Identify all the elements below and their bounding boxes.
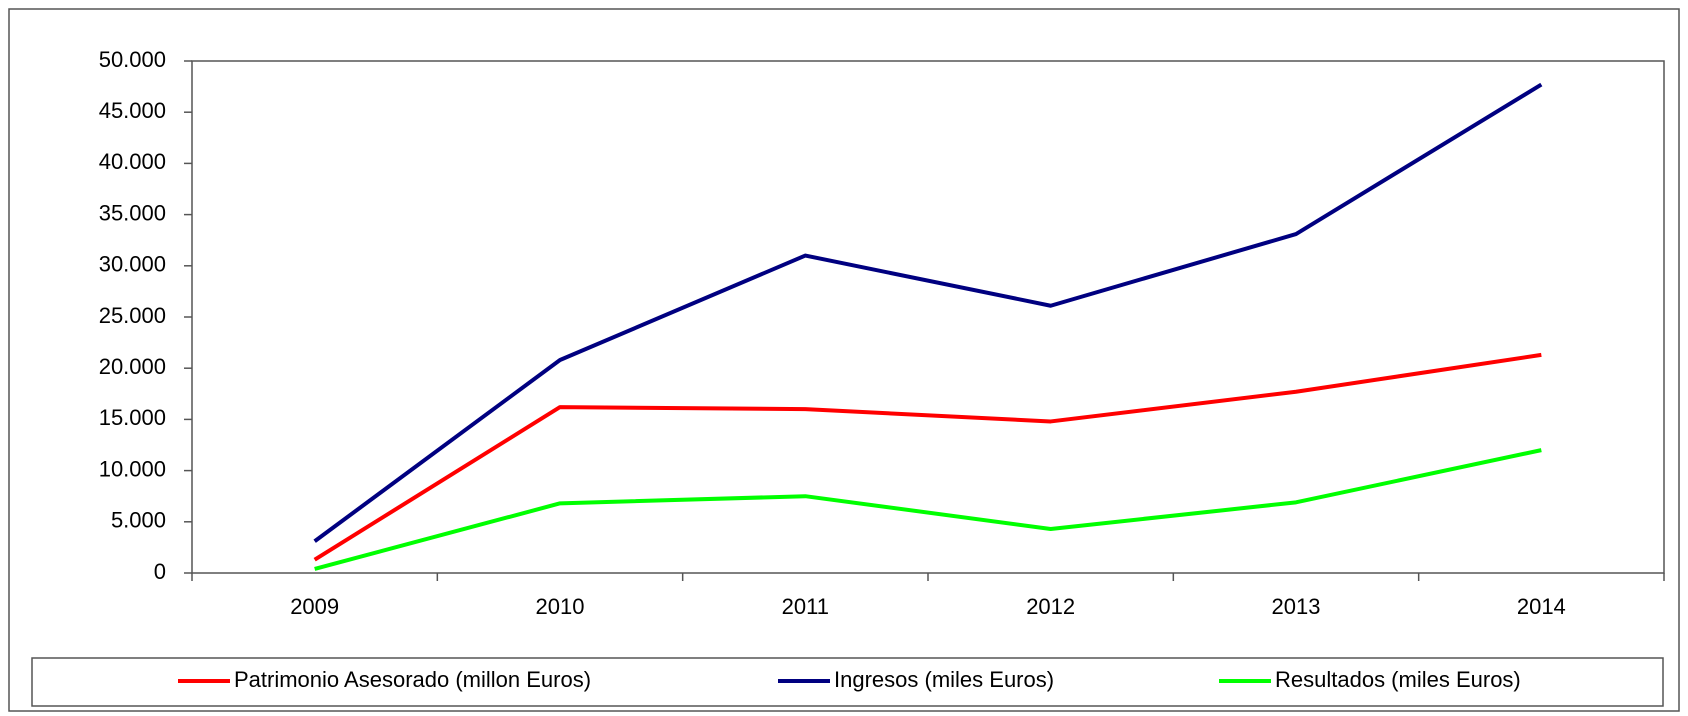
- legend-label: Ingresos (miles Euros): [834, 667, 1054, 692]
- legend-label: Resultados (miles Euros): [1275, 667, 1521, 692]
- chart-border: [8, 8, 1680, 712]
- y-tick-label: 35.000: [99, 200, 166, 225]
- y-tick-label: 30.000: [99, 252, 166, 277]
- series-line: [314, 448, 1542, 571]
- y-tick-label: 5.000: [111, 508, 166, 533]
- y-tick-label: 15.000: [99, 405, 166, 430]
- y-tick-label: 0: [154, 559, 166, 584]
- x-tick-label: 2013: [1272, 594, 1321, 619]
- y-tick-label: 50.000: [99, 47, 166, 72]
- x-tick-label: 2011: [782, 594, 829, 619]
- y-tick-label: 25.000: [99, 303, 166, 328]
- y-tick-label: 40.000: [99, 149, 166, 174]
- series-line: [313, 352, 1542, 562]
- legend-label: Patrimonio Asesorado (millon Euros): [234, 667, 591, 692]
- x-tick-label: 2009: [290, 594, 339, 619]
- x-tick-label: 2014: [1517, 594, 1566, 619]
- y-tick-label: 45.000: [99, 98, 166, 123]
- x-tick-label: 2012: [1026, 594, 1075, 619]
- series-line: [313, 82, 1543, 543]
- x-tick-label: 2010: [536, 594, 585, 619]
- y-tick-label: 10.000: [99, 456, 166, 481]
- y-tick-label: 20.000: [99, 354, 166, 379]
- legend-box: [31, 657, 1664, 707]
